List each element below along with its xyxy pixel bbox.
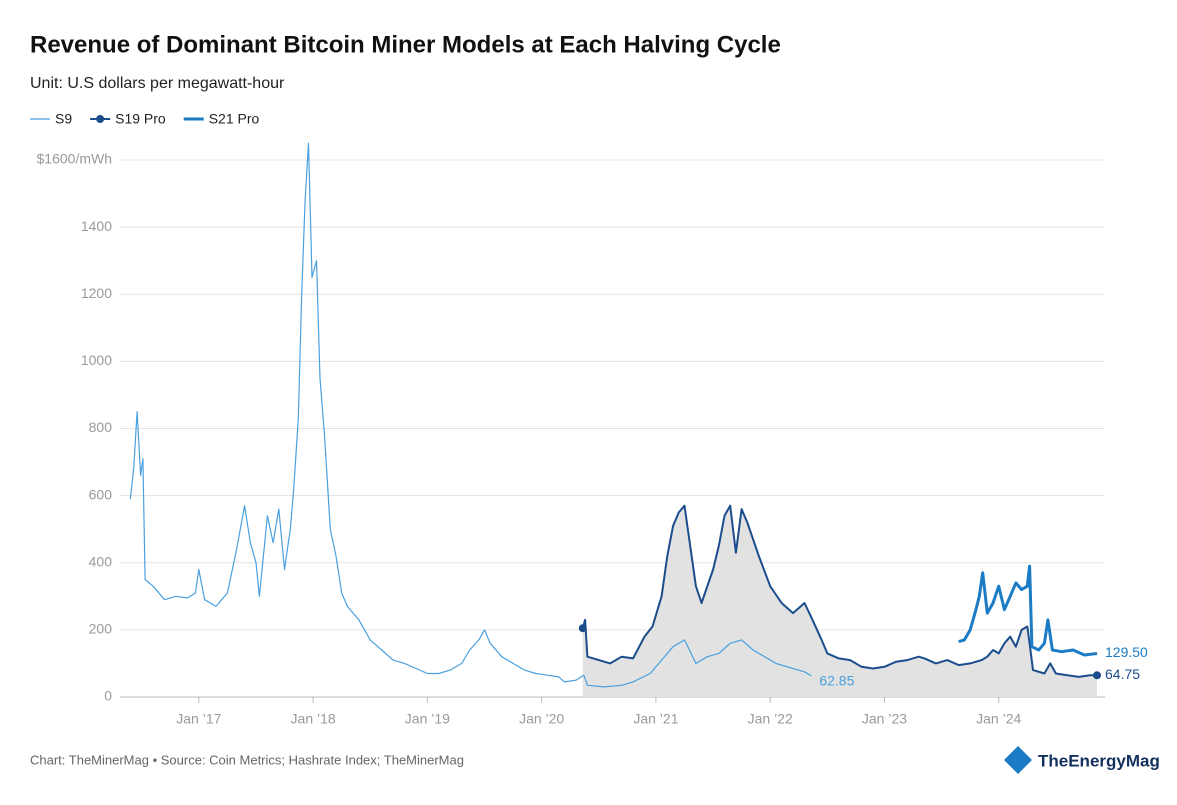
source-note: Chart: TheMinerMag • Source: Coin Metric… — [30, 752, 464, 767]
y-tick-label: $1600/mWh — [37, 151, 112, 167]
value-label: 62.85 — [819, 673, 854, 689]
y-tick-label: 600 — [89, 486, 113, 502]
series-line — [129, 142, 812, 688]
y-tick-label: 1000 — [81, 352, 112, 368]
value-label: 129.50 — [1105, 644, 1148, 660]
x-tick-label: Jan ’22 — [748, 711, 793, 727]
marker — [578, 624, 587, 633]
chart-subtitle: Unit: U.S dollars per megawatt-hour — [30, 75, 285, 92]
x-tick-label: Jan ’24 — [976, 711, 1021, 727]
y-tick-label: 1200 — [81, 285, 112, 301]
y-tick-label: 0 — [104, 688, 112, 704]
series-line — [581, 504, 1098, 678]
y-tick-label: 200 — [89, 621, 113, 637]
x-tick-label: Jan ’21 — [633, 711, 678, 727]
legend: S9 S19 Pro S21 Pro — [30, 111, 260, 127]
x-tick-label: Jan ’23 — [862, 711, 907, 727]
legend-label: S9 — [55, 111, 72, 127]
logo-text: TheEnergyMag — [1038, 751, 1160, 770]
legend-marker — [96, 115, 105, 123]
area — [582, 505, 1097, 697]
y-tick-label: 1400 — [81, 218, 112, 234]
x-tick-label: Jan ’17 — [176, 711, 221, 727]
series-line — [958, 564, 1098, 657]
legend-label: S19 Pro — [115, 111, 166, 127]
value-label: 64.75 — [1105, 666, 1140, 682]
y-tick-label: 800 — [89, 419, 113, 435]
x-tick-label: Jan ’20 — [519, 711, 564, 727]
legend-label: S21 Pro — [209, 111, 260, 127]
y-tick-label: 400 — [89, 553, 113, 569]
areas — [582, 505, 1097, 697]
marker — [1093, 671, 1102, 680]
x-tick-label: Jan ’19 — [405, 711, 450, 727]
logo-icon — [1004, 746, 1032, 774]
logo: TheEnergyMag — [1004, 746, 1160, 774]
x-tick-label: Jan ’18 — [291, 711, 336, 727]
chart-title: Revenue of Dominant Bitcoin Miner Models… — [30, 31, 781, 58]
